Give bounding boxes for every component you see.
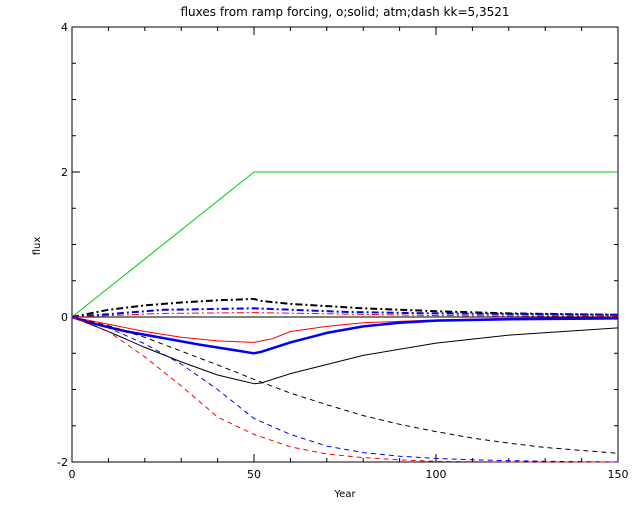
x-tick-label: 150 [608,468,629,481]
chart-title: fluxes from ramp forcing, o;solid; atm;d… [180,5,509,19]
y-tick-label: -2 [57,456,68,469]
series-line-6 [71,316,619,385]
series-line-5 [71,315,619,355]
x-tick-label: 100 [426,468,447,481]
y-tick-label: 2 [61,166,68,179]
series-line-3 [71,312,619,318]
series-line-9 [71,316,618,463]
series-line-0 [71,171,618,318]
x-tick-label: 0 [69,468,76,481]
series-line-8 [71,316,619,463]
y-tick-label: 4 [61,21,68,34]
y-axis-label: flux [32,237,43,256]
series-line-7 [71,316,619,454]
plot-frame [71,26,619,463]
series-line-1 [71,297,619,318]
y-tick-label: 0 [61,311,68,324]
x-axis-label: Year [333,489,356,500]
series-line-2 [71,307,619,318]
x-tick-label: 50 [247,468,261,481]
